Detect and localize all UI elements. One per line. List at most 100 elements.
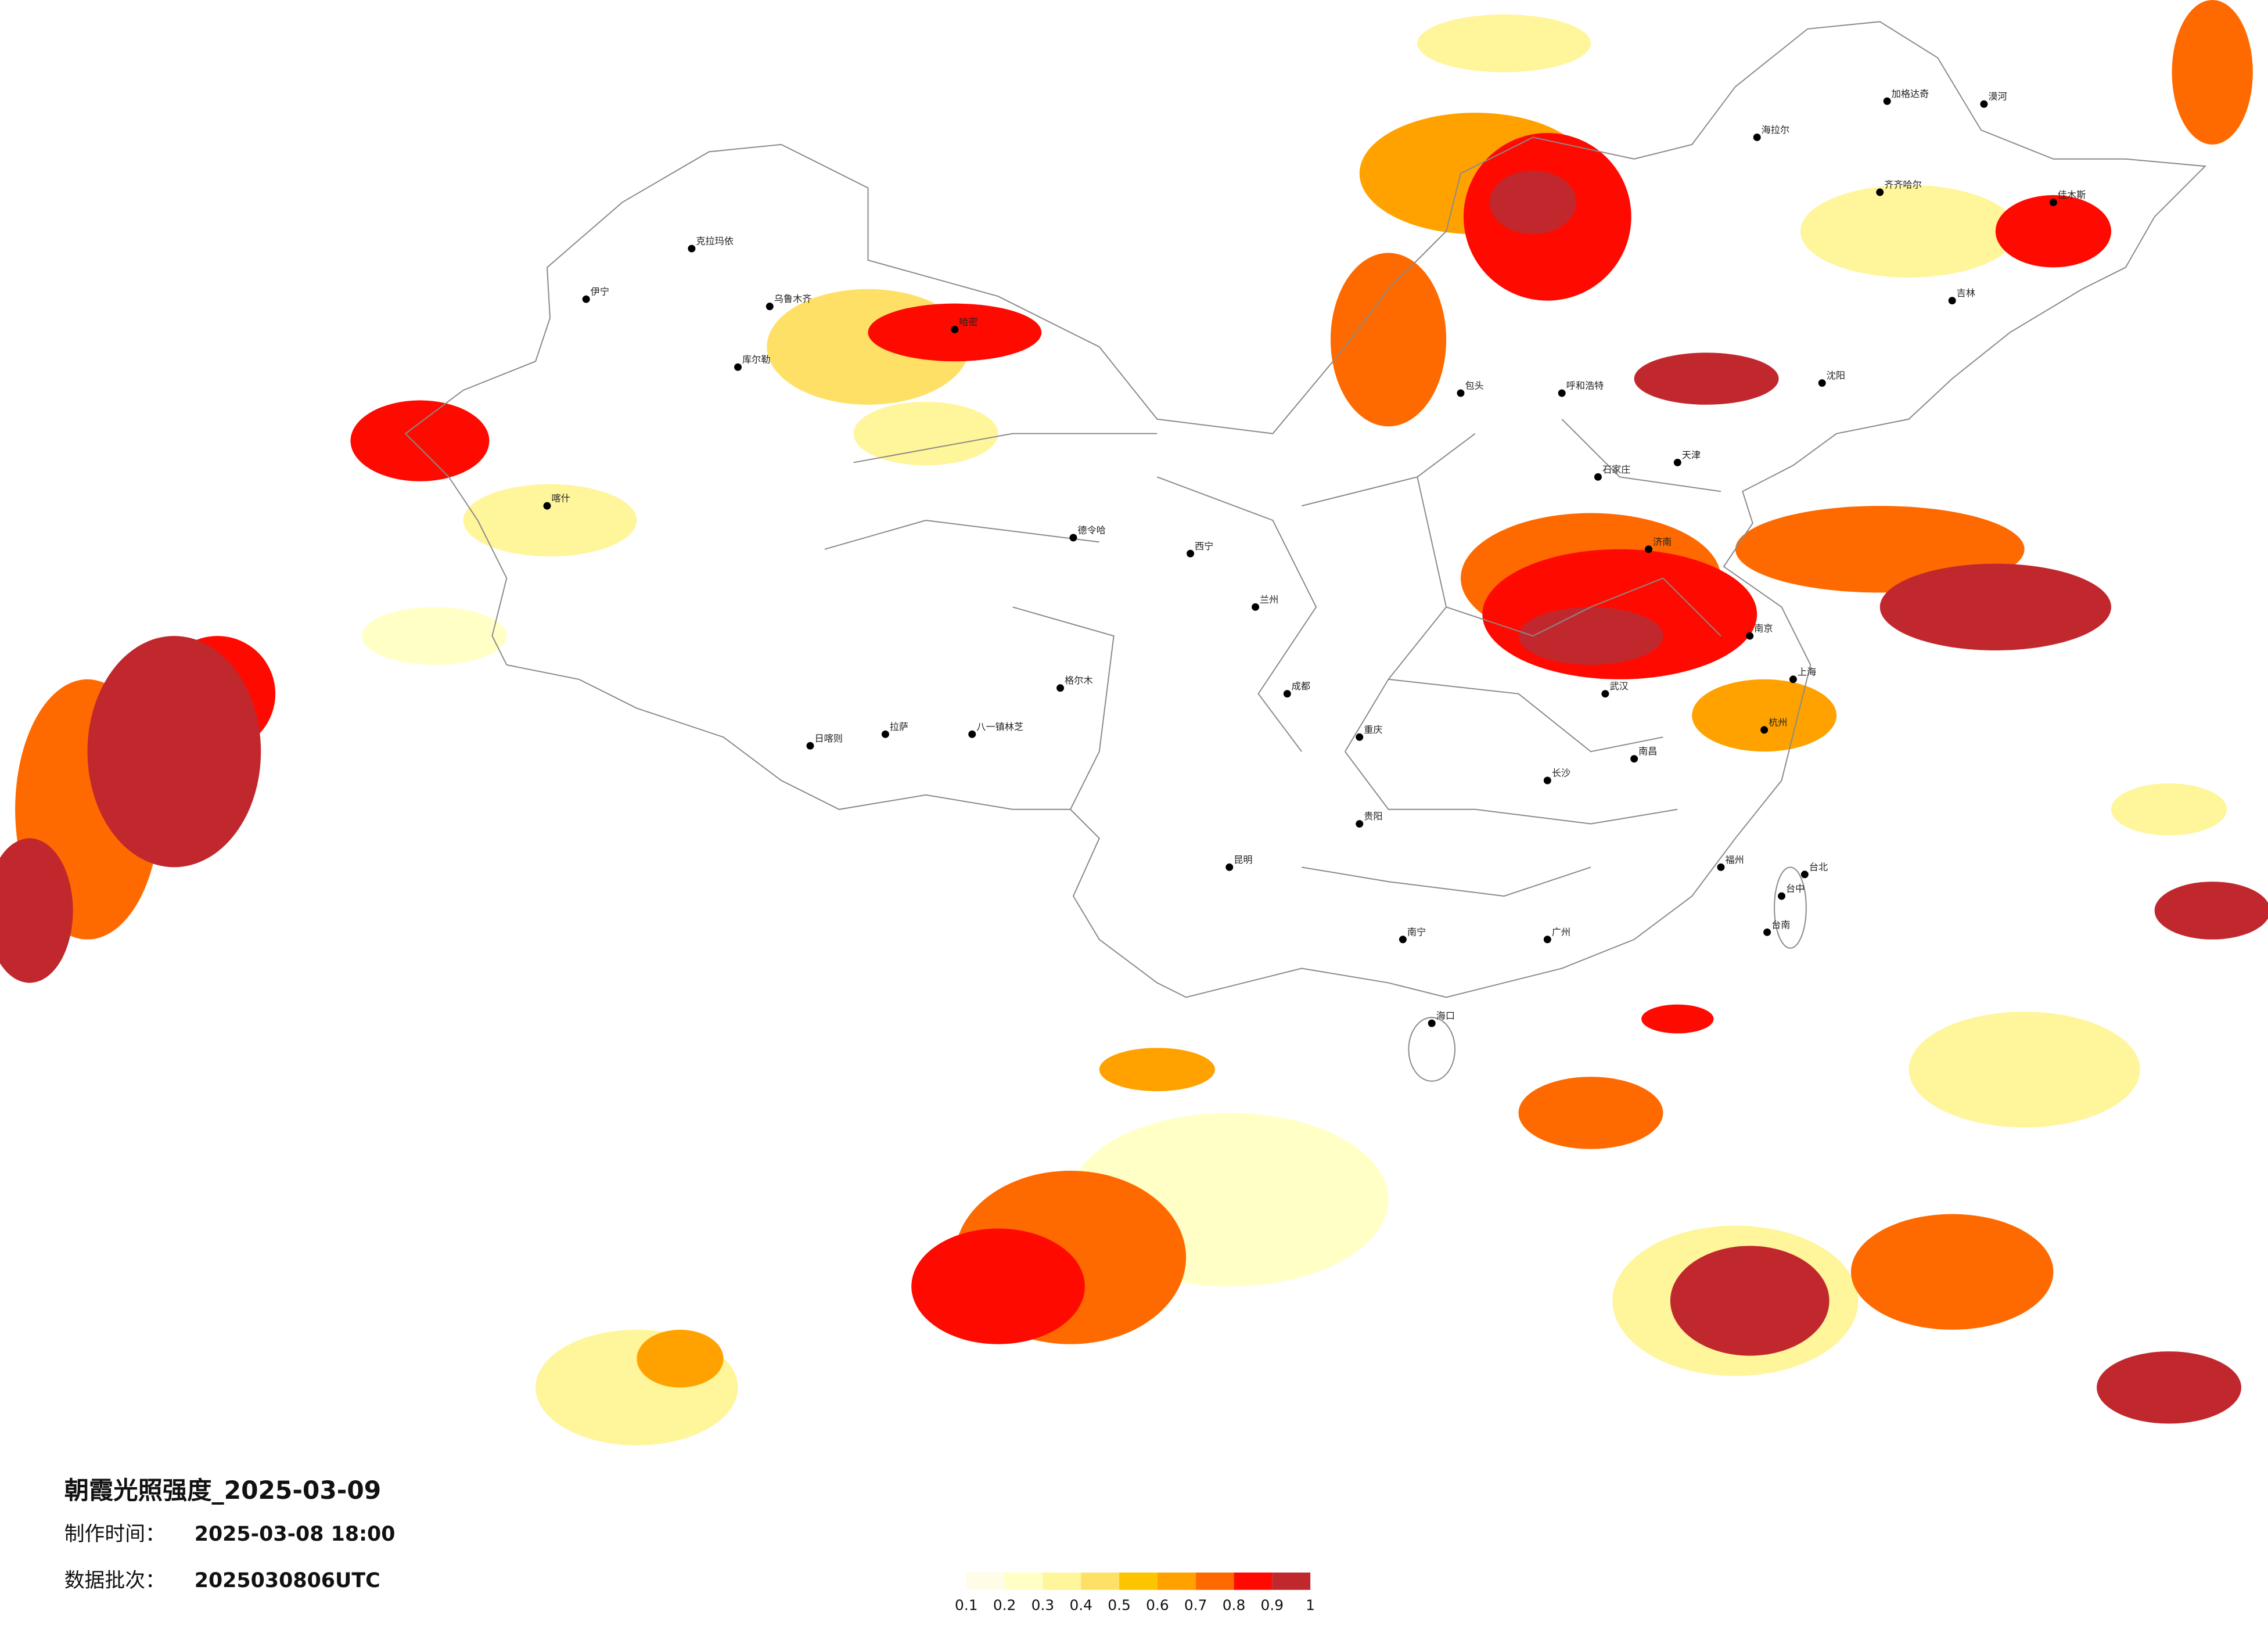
- city-dot: [1056, 684, 1065, 692]
- city-label: 杭州: [1769, 717, 1787, 728]
- made-label: 制作时间：: [64, 1523, 166, 1546]
- heat-area: [1692, 679, 1837, 752]
- heat-area: [911, 1228, 1085, 1344]
- city-label: 八一镇林芝: [976, 721, 1023, 732]
- colorbar-tick-label: 0.2: [993, 1597, 1016, 1614]
- city-label: 齐齐哈尔: [1884, 179, 1922, 190]
- city-dot: [1356, 733, 1364, 741]
- colorbar-swatch: [1157, 1572, 1196, 1590]
- city-label: 佳木斯: [2058, 189, 2086, 200]
- city-label: 沈阳: [1827, 370, 1845, 381]
- heat-area: [1641, 1004, 1714, 1034]
- colorbar-swatch: [1004, 1572, 1043, 1590]
- colorbar-swatch: [1195, 1572, 1234, 1590]
- city-dot: [1428, 1019, 1436, 1027]
- city-dot: [543, 502, 551, 510]
- heat-area: [853, 401, 998, 466]
- city-label: 南宁: [1407, 926, 1426, 937]
- heat-area: [1908, 1012, 2140, 1128]
- city-dot: [1225, 863, 1234, 871]
- colorbar-tick-label: 0.9: [1261, 1597, 1284, 1614]
- city-dot: [1457, 389, 1465, 397]
- city-label: 海口: [1436, 1010, 1455, 1021]
- heat-area: [2154, 882, 2268, 940]
- city-label: 贵阳: [1364, 811, 1382, 822]
- city-dot: [1800, 870, 1809, 879]
- city-dot: [1673, 458, 1681, 466]
- city-dot: [968, 730, 976, 738]
- city-dot: [881, 730, 889, 738]
- heat-area: [1099, 1048, 1215, 1092]
- colorbar-tick-label: 1: [1306, 1597, 1315, 1614]
- taiwan: [1774, 866, 1807, 949]
- city-dot: [1543, 776, 1551, 785]
- city-dot: [1399, 936, 1407, 944]
- city-label: 兰州: [1260, 594, 1278, 605]
- heat-area: [1850, 1214, 2054, 1330]
- province-border: [824, 419, 1721, 897]
- borders: [404, 21, 2206, 1082]
- city-dot: [951, 325, 959, 333]
- city-dot: [765, 303, 774, 311]
- colorbar-tick-label: 0.7: [1184, 1597, 1207, 1614]
- city-dot: [1763, 928, 1771, 936]
- map-title: 朝霞光照强度_2025-03-09: [64, 1476, 381, 1505]
- heat-area: [350, 400, 490, 481]
- city-label: 日喀则: [814, 733, 842, 744]
- colorbar-swatch: [1234, 1572, 1273, 1590]
- city-label: 呼和浩特: [1566, 380, 1604, 391]
- heat-area: [1417, 14, 1591, 73]
- colorbar-tick-label: 0.6: [1146, 1597, 1169, 1614]
- city-dot: [734, 363, 742, 371]
- city-dot: [1883, 97, 1891, 105]
- heat-area: [1518, 1077, 1663, 1149]
- city-label: 南昌: [1638, 746, 1657, 757]
- city-dot: [1746, 632, 1754, 640]
- city-dot: [1283, 690, 1291, 698]
- city-dot: [1187, 549, 1195, 557]
- made-time: 2025-03-08 18:00: [195, 1523, 396, 1546]
- city-dot: [1717, 863, 1725, 871]
- city-label: 吉林: [1957, 287, 1975, 298]
- city-label: 福州: [1725, 854, 1744, 865]
- colorbar-swatch: [1043, 1572, 1081, 1590]
- city-dot: [1558, 389, 1566, 397]
- colorbar-swatch: [1119, 1572, 1158, 1590]
- city-dot: [1543, 936, 1551, 944]
- heat-area: [362, 607, 507, 665]
- city-dot: [1818, 379, 1826, 387]
- city-label: 格尔木: [1065, 675, 1092, 686]
- city-label: 台南: [1771, 919, 1790, 930]
- city-label: 成都: [1292, 681, 1310, 692]
- city-dot: [1789, 675, 1797, 684]
- colorbar-tick-label: 0.3: [1031, 1597, 1055, 1614]
- heat-area: [1518, 607, 1663, 665]
- city-label: 西宁: [1195, 541, 1213, 552]
- city-label: 伊宁: [591, 286, 609, 297]
- heat-area: [1800, 185, 2018, 278]
- city-dot: [1645, 545, 1653, 553]
- colorbar-tick-label: 0.5: [1108, 1597, 1131, 1614]
- colorbar: 0.1 0.2 0.3 0.4 0.5 0.6 0.7 0.8 0.9 1: [955, 1572, 1315, 1614]
- city-label: 广州: [1552, 926, 1570, 937]
- city-label: 长沙: [1552, 768, 1570, 779]
- heat-area: [1995, 195, 2111, 268]
- city-label: 包头: [1465, 380, 1483, 391]
- heat-area: [1634, 352, 1779, 405]
- heat-area: [2172, 0, 2253, 145]
- colorbar-swatch: [1272, 1572, 1311, 1590]
- city-dot: [806, 742, 814, 750]
- heat-area: [0, 838, 73, 983]
- heat-area: [1670, 1246, 1830, 1356]
- city-dot: [1630, 755, 1638, 763]
- heat-area: [1489, 170, 1577, 235]
- city-label: 武汉: [1609, 681, 1628, 692]
- city-dot: [582, 295, 590, 303]
- city-label: 加格达奇: [1892, 88, 1929, 99]
- city-label: 喀什: [551, 493, 570, 504]
- heat-area: [1879, 563, 2111, 650]
- city-label: 德令哈: [1077, 524, 1105, 535]
